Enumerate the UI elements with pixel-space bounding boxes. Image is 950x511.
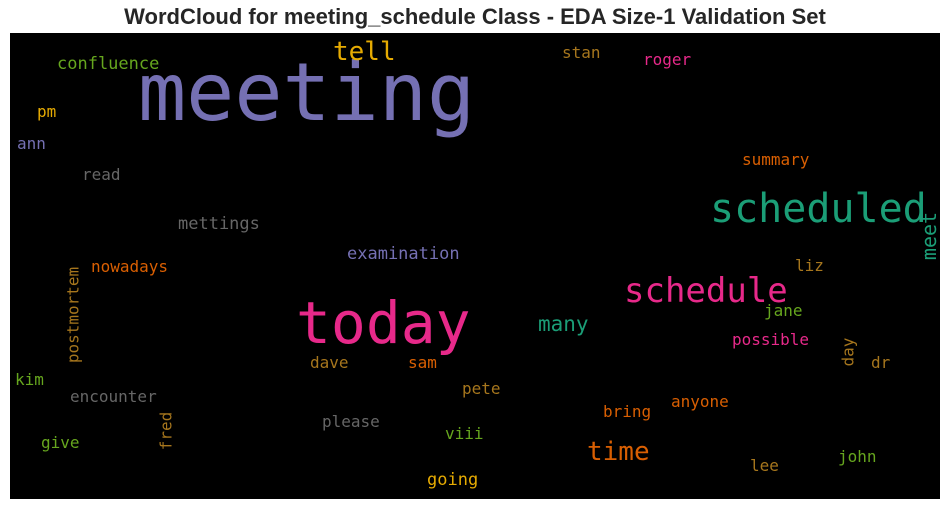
word-roger: roger xyxy=(643,50,692,69)
word-nowadays: nowadays xyxy=(91,257,168,276)
word-postmortem: postmortem xyxy=(64,267,83,363)
word-stan: stan xyxy=(562,43,601,62)
word-john: john xyxy=(838,447,877,466)
word-many: many xyxy=(538,312,589,336)
word-fred: fred xyxy=(157,412,176,451)
word-time: time xyxy=(587,437,650,467)
word-pm: pm xyxy=(37,102,56,121)
word-scheduled: scheduled xyxy=(710,186,927,232)
word-dave: dave xyxy=(310,353,349,372)
word-lee: lee xyxy=(750,456,779,475)
wordcloud-words: meeting today scheduled schedule time tell man… xyxy=(15,37,941,490)
word-ann: ann xyxy=(17,134,46,153)
word-meet: meet xyxy=(917,212,941,260)
word-kim: kim xyxy=(15,370,44,389)
word-jane: jane xyxy=(764,301,803,320)
word-viii: viii xyxy=(445,424,484,443)
word-sam: sam xyxy=(408,353,437,372)
word-tell: tell xyxy=(333,37,396,67)
word-dr: dr xyxy=(871,353,891,372)
word-liz: liz xyxy=(795,256,824,275)
word-please: please xyxy=(322,412,380,431)
word-mettings: mettings xyxy=(178,214,260,234)
chart-title: WordCloud for meeting_schedule Class - E… xyxy=(124,4,826,29)
word-meeting: meeting xyxy=(138,46,475,139)
word-pete: pete xyxy=(462,379,501,398)
word-day: day xyxy=(839,337,858,366)
word-give: give xyxy=(41,433,80,452)
word-going: going xyxy=(427,470,478,490)
word-possible: possible xyxy=(732,330,809,349)
word-bring: bring xyxy=(603,402,651,421)
word-read: read xyxy=(82,165,121,184)
wordcloud-background xyxy=(10,33,940,499)
word-examination: examination xyxy=(347,244,460,264)
word-encounter: encounter xyxy=(70,387,157,406)
word-today: today xyxy=(296,289,471,357)
word-summary: summary xyxy=(742,150,810,169)
word-schedule: schedule xyxy=(624,271,788,311)
word-anyone: anyone xyxy=(671,392,729,411)
word-confluence: confluence xyxy=(57,54,159,74)
